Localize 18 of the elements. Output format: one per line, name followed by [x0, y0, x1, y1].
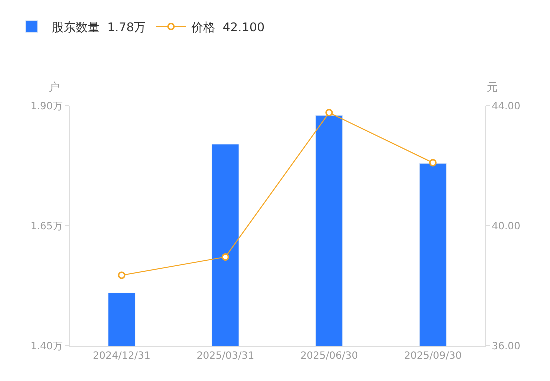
- point: [326, 109, 334, 117]
- point: [429, 159, 437, 167]
- y-tick-label: 1.90万: [30, 102, 63, 112]
- y2-axis-title: 元: [487, 81, 498, 94]
- x-tick-label: 2024/12/31: [93, 351, 151, 362]
- y2-tick-label: 44.00: [492, 102, 521, 112]
- x-tick-label: 2025/09/30: [404, 351, 462, 362]
- y-axis-title: 户: [49, 81, 60, 94]
- y-tick-label: 1.65万: [30, 222, 63, 232]
- y2-tick-label: 40.00: [492, 222, 521, 232]
- point: [222, 253, 230, 261]
- point: [118, 272, 126, 280]
- x-tick-label: 2025/06/30: [300, 351, 358, 362]
- y-tick-label: 1.40万: [30, 342, 63, 352]
- x-tick-label: 2025/03/31: [196, 351, 254, 362]
- y2-tick-label: 36.00: [492, 342, 521, 352]
- legend-label: 价格 42.100: [190, 20, 265, 34]
- legend-label: 股东数量 1.78万: [52, 20, 146, 34]
